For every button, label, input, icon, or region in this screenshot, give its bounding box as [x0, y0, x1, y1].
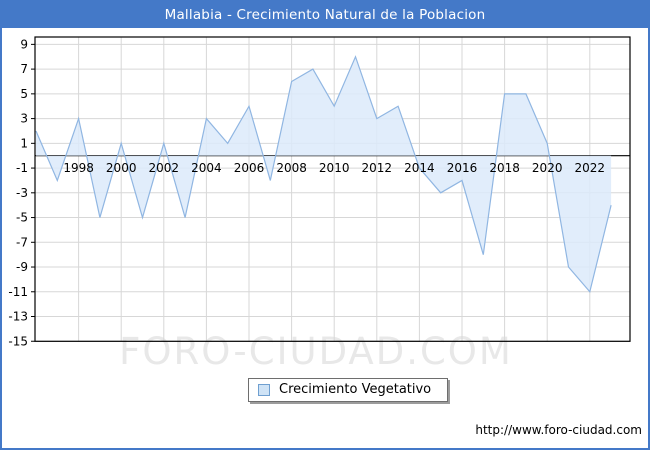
x-tick-label: 2004 [191, 161, 222, 175]
legend[interactable]: Crecimiento Vegetativo [248, 378, 449, 402]
title-bar: Mallabia - Crecimiento Natural de la Pob… [2, 2, 648, 28]
y-tick-label: 3 [20, 112, 28, 126]
series-line [35, 55, 612, 294]
y-tick-label: -1 [16, 161, 28, 175]
y-tick-label: -7 [16, 235, 28, 249]
x-tick-label: 1998 [63, 161, 94, 175]
x-tick-label: 2002 [149, 161, 180, 175]
x-tick-label: 2022 [575, 161, 606, 175]
y-tick-label: -13 [8, 310, 28, 324]
plot-border [34, 36, 631, 342]
y-tick-label: -15 [8, 334, 28, 348]
y-tick-label: 7 [20, 62, 28, 76]
y-tick-label: -9 [16, 260, 28, 274]
y-tick-label: 1 [20, 136, 28, 150]
y-tick-label: -5 [16, 211, 28, 225]
x-tick-label: 2008 [276, 161, 307, 175]
legend-swatch-icon [258, 383, 270, 396]
y-tick-label: -3 [16, 186, 28, 200]
x-tick-label: 2000 [106, 161, 137, 175]
x-tick-label: 2020 [532, 161, 563, 175]
y-tick-label: 5 [20, 87, 28, 101]
x-tick-label: 2014 [404, 161, 435, 175]
watermark: FORO-CIUDAD.COM [119, 330, 513, 373]
page-title: Mallabia - Crecimiento Natural de la Pob… [164, 7, 486, 23]
x-tick-label: 2010 [319, 161, 350, 175]
footer-url: http://www.foro-ciudad.com [475, 423, 642, 437]
y-tick-label: 9 [20, 37, 28, 51]
x-tick-label: 2016 [447, 161, 478, 175]
legend-label: Crecimiento Vegetativo [279, 382, 432, 397]
x-tick-label: 2006 [234, 161, 265, 175]
series-area [36, 56, 612, 292]
x-tick-label: 2012 [362, 161, 393, 175]
x-tick-label: 2018 [489, 161, 520, 175]
y-tick-label: -11 [8, 285, 28, 299]
